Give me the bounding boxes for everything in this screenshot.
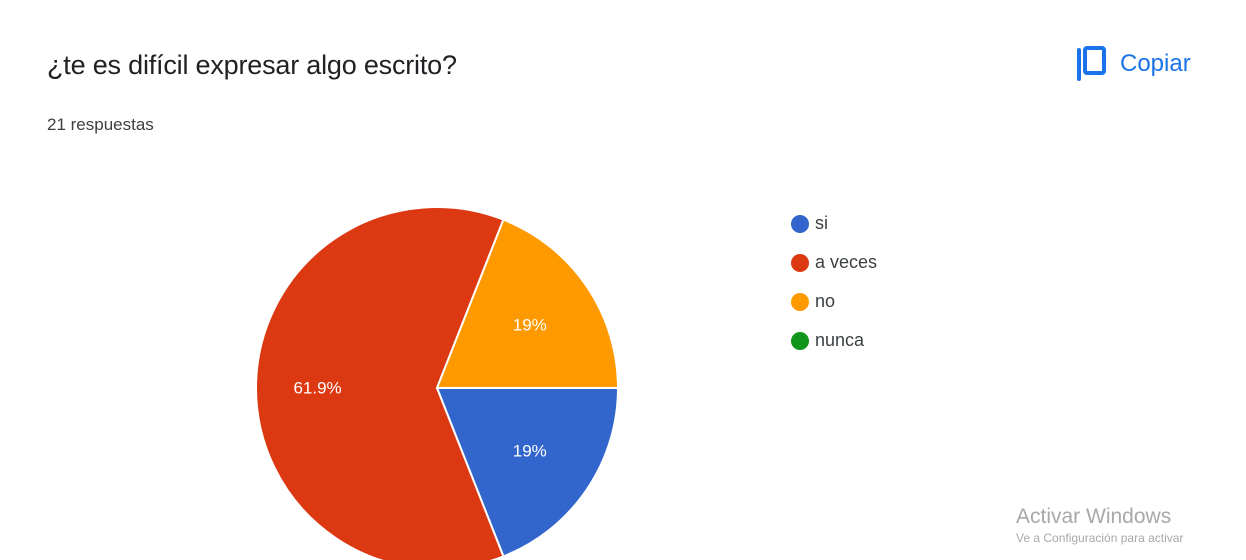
chart-title: ¿te es difícil expresar algo escrito?	[47, 50, 457, 80]
pie-label-a-veces: 61.9%	[293, 379, 341, 398]
pie-slice-a-veces[interactable]	[255, 206, 505, 560]
legend-label: a veces	[815, 252, 878, 272]
legend-label: nunca	[815, 330, 865, 350]
pie-slice-no[interactable]	[435, 218, 620, 389]
watermark-title: Activar Windows	[1016, 505, 1172, 528]
legend-label: no	[815, 291, 836, 311]
legend-item-si: si	[791, 204, 877, 243]
chart-legend: si a veces no nunca	[791, 204, 877, 360]
legend-swatch	[791, 292, 809, 311]
legend-swatch	[791, 331, 809, 350]
legend-item-nunca: nunca	[791, 321, 877, 360]
legend-swatch	[791, 214, 809, 233]
copy-label: Copiar	[1120, 50, 1191, 77]
copy-icon	[1077, 46, 1106, 81]
legend-swatch	[791, 253, 809, 272]
legend-item-no: no	[791, 282, 877, 321]
response-count: 21 respuestas	[47, 115, 154, 134]
pie-slice-si[interactable]	[435, 387, 620, 558]
copy-button[interactable]: Copiar	[1076, 46, 1191, 82]
pie-label-si: 19%	[513, 442, 547, 461]
watermark-subtitle: Ve a Configuración para activar	[1016, 531, 1184, 545]
pie-label-no: 19%	[513, 315, 547, 334]
legend-label: si	[815, 213, 828, 233]
windows-activation-watermark: Activar Windows Ve a Configuración para …	[1016, 505, 1183, 547]
legend-item-a-veces: a veces	[791, 243, 877, 282]
